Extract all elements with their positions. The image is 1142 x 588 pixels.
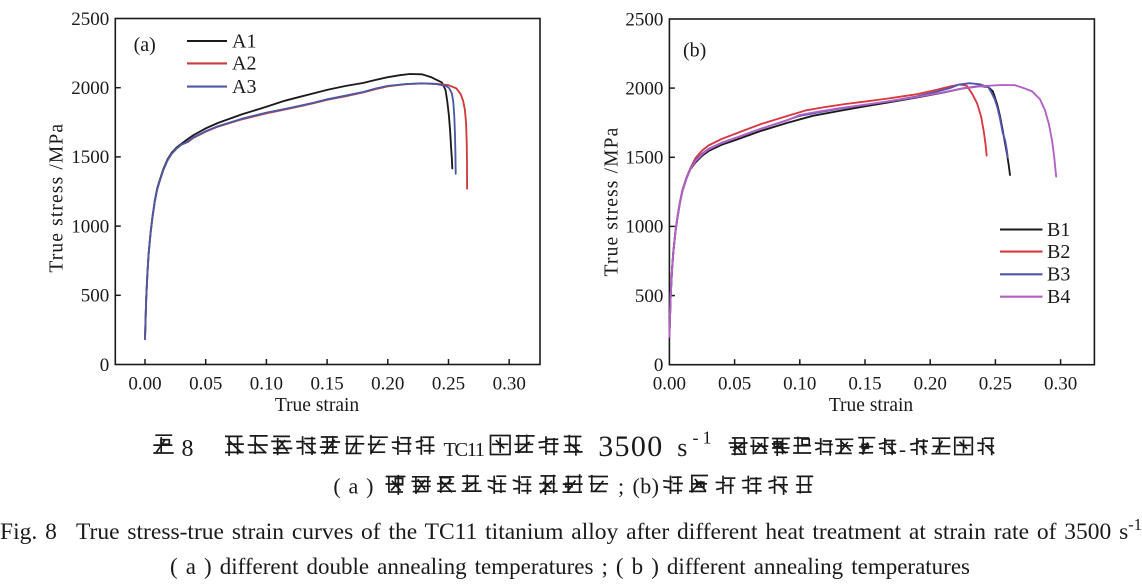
svg-text:0.30: 0.30 (1044, 374, 1077, 395)
svg-text:(b): (b) (633, 474, 660, 499)
svg-text:1000: 1000 (71, 216, 109, 237)
svg-text:0.05: 0.05 (718, 374, 751, 395)
svg-text:(b): (b) (683, 40, 706, 62)
svg-text:8: 8 (182, 436, 194, 462)
svg-text:0.15: 0.15 (848, 374, 881, 395)
svg-text:0: 0 (654, 355, 664, 376)
svg-text:2000: 2000 (625, 78, 663, 99)
svg-text:-: - (899, 437, 906, 461)
svg-text:0.25: 0.25 (979, 374, 1012, 395)
svg-text:True strain: True strain (275, 395, 360, 416)
svg-text:A2: A2 (232, 53, 256, 75)
svg-text:B4: B4 (1047, 286, 1070, 308)
svg-text:-1: -1 (693, 428, 712, 448)
svg-text:B1: B1 (1047, 219, 1070, 241)
svg-text:True stress /MPa: True stress /MPa (602, 127, 623, 277)
svg-text:2000: 2000 (71, 78, 109, 99)
svg-text:True stress /MPa: True stress /MPa (47, 123, 68, 273)
svg-text:0: 0 (100, 355, 110, 376)
svg-text:True strain: True strain (829, 395, 914, 416)
svg-text:1500: 1500 (71, 147, 109, 168)
svg-text:0.00: 0.00 (653, 374, 686, 395)
svg-text:0.00: 0.00 (128, 374, 161, 395)
svg-text:1500: 1500 (625, 148, 663, 169)
svg-text:A1: A1 (232, 30, 256, 52)
svg-text:2500: 2500 (625, 9, 663, 30)
svg-text:0.15: 0.15 (310, 374, 343, 395)
svg-text:0.30: 0.30 (493, 374, 526, 395)
svg-text:500: 500 (635, 286, 664, 307)
svg-text:0.10: 0.10 (783, 374, 816, 395)
svg-text:0.05: 0.05 (189, 374, 222, 395)
svg-text:(a): (a) (134, 34, 156, 56)
svg-text:;: ; (618, 474, 624, 499)
svg-text:1000: 1000 (625, 217, 663, 238)
svg-text:3500: 3500 (598, 430, 662, 463)
svg-text:(a): (a) (333, 474, 373, 499)
svg-text:A3: A3 (232, 76, 256, 98)
svg-text:0.20: 0.20 (914, 374, 947, 395)
svg-text:s: s (677, 433, 687, 462)
svg-text:TC11: TC11 (444, 439, 486, 461)
svg-text:0.20: 0.20 (371, 374, 404, 395)
svg-text:B3: B3 (1047, 264, 1070, 286)
svg-text:0.10: 0.10 (250, 374, 283, 395)
svg-text:500: 500 (81, 286, 110, 307)
svg-text:0.25: 0.25 (432, 374, 465, 395)
svg-text:2500: 2500 (71, 9, 109, 30)
svg-text:B2: B2 (1047, 241, 1070, 263)
